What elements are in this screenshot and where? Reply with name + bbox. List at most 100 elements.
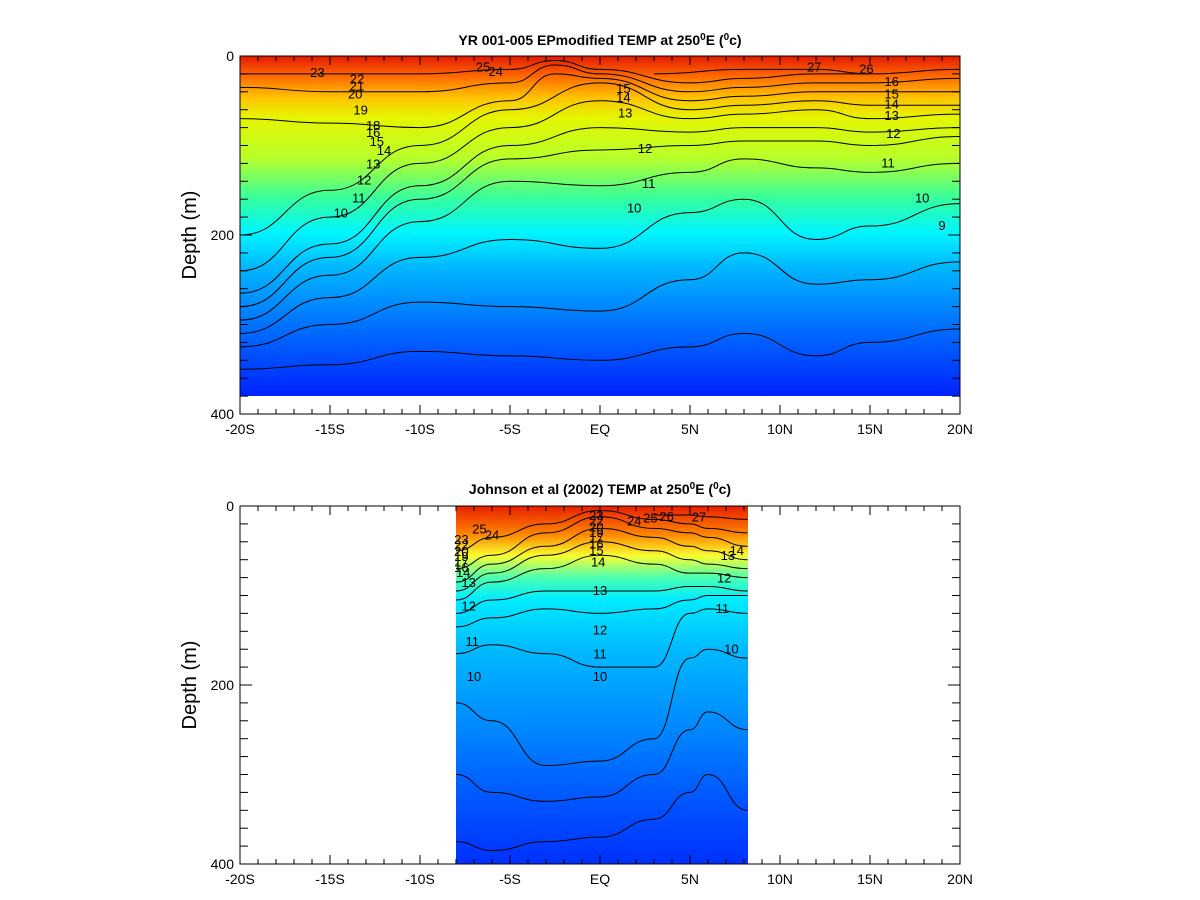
tick-group: -20S -15S -10S -5S EQ 5N 10N 15N 20N 0 200 400	[211, 498, 973, 887]
contour-label: 12	[886, 126, 900, 141]
contour-label: 11	[881, 156, 895, 171]
x-tick-label: -10S	[405, 871, 435, 887]
contour-label: 24	[627, 513, 641, 528]
contour-label: 12	[461, 598, 475, 613]
contour-label: 23	[454, 532, 468, 547]
contour-label: 25	[643, 511, 657, 526]
isotherm-11	[239, 252, 961, 348]
contour-label: 13	[884, 108, 898, 123]
contour-label: 11	[465, 634, 479, 649]
contour-label: 11	[352, 190, 366, 205]
x-tick-label: 10N	[767, 871, 793, 887]
contour-label: 21	[350, 79, 364, 94]
contour-label: 19	[454, 549, 468, 564]
x-tick-label: -15S	[315, 871, 345, 887]
contour-label: 27	[807, 60, 821, 75]
isotherm-23	[455, 516, 748, 570]
y-tick-label: 0	[226, 498, 234, 514]
title-part: Johnson et al (2002) TEMP at 250	[469, 481, 690, 497]
title-part: YR 001-005 EPmodified TEMP at 250	[458, 32, 700, 48]
contour-label: 13	[593, 583, 607, 598]
isotherm-15	[455, 586, 748, 614]
isotherm-14	[455, 594, 748, 628]
isotherm-17	[455, 554, 748, 601]
y-tick-label: 200	[211, 677, 235, 693]
isotherm-23	[239, 64, 961, 93]
contour-label: 9	[938, 218, 945, 233]
contour-label: 19	[589, 525, 603, 540]
y-axis-label: Depth (m)	[179, 641, 201, 730]
x-tick-label: 10N	[767, 421, 793, 437]
chart-title-observations: Johnson et al (2002) TEMP at 2500E (0c)	[469, 481, 731, 498]
y-tick-label: 0	[226, 48, 234, 64]
contour-label: 10	[593, 669, 607, 684]
data-field	[456, 506, 748, 864]
contour-label: 16	[366, 125, 380, 140]
x-tick-label: -15S	[315, 421, 345, 437]
isotherm-12	[455, 648, 748, 767]
contour-label: 13	[721, 548, 735, 563]
contour-label: 15	[616, 81, 630, 96]
contour-label: 14	[591, 554, 605, 569]
contour-label: 14	[730, 543, 744, 558]
contour-label: 13	[366, 156, 380, 171]
contour-label: 12	[717, 571, 731, 586]
title-part: c)	[729, 32, 741, 48]
contour-label: 20	[589, 520, 603, 535]
contour-label: 14	[884, 96, 898, 111]
isotherm-11	[455, 711, 748, 802]
x-tick-label: 15N	[857, 871, 883, 887]
title-superscript: 0	[713, 481, 719, 492]
contour-label: 10	[467, 669, 481, 684]
x-tick-label: 20N	[947, 871, 973, 887]
contour-label: 20	[454, 544, 468, 559]
isotherm-13	[239, 158, 961, 321]
isotherm-14	[239, 136, 961, 308]
contour-label: 20	[348, 87, 362, 102]
contour-label: 11	[716, 601, 730, 616]
contour-label: 24	[488, 64, 502, 79]
y-tick-label: 200	[211, 227, 235, 243]
isotherm-10	[239, 328, 961, 370]
contour-label: 26	[659, 509, 673, 524]
y-tick-label: 400	[211, 406, 235, 422]
contour-label: 13	[461, 575, 475, 590]
contour-label: 17	[454, 554, 468, 569]
contour-label: 13	[618, 105, 632, 120]
title-superscript: 0	[700, 32, 706, 43]
x-tick-label: -5S	[499, 421, 521, 437]
contour-label: 22	[454, 537, 468, 552]
isotherm-21	[239, 73, 960, 129]
contour-label: 14	[377, 143, 391, 158]
title-part: E (	[695, 481, 713, 497]
x-tick-label: -20S	[225, 871, 255, 887]
x-tick-label: EQ	[590, 871, 610, 887]
y-tick-label: 400	[211, 856, 235, 872]
title-part: c)	[719, 481, 731, 497]
title-part: E (	[706, 32, 724, 48]
y-axis-label: Depth (m)	[179, 191, 201, 280]
contour-label: 15	[370, 134, 384, 149]
title-superscript: 0	[724, 32, 730, 43]
contour-label: 10	[334, 206, 348, 221]
contour-label: 16	[454, 560, 468, 575]
contour-label: 11	[642, 176, 656, 191]
contour-label: 15	[884, 87, 898, 102]
contour-label: 12	[638, 141, 652, 156]
title-superscript: 0	[690, 481, 696, 492]
isotherm-group	[455, 509, 748, 852]
isotherm-10	[455, 773, 748, 852]
contour-label: 27	[692, 510, 706, 525]
contour-label: 18	[366, 118, 380, 133]
contour-label: 24	[485, 528, 499, 543]
isotherm-19	[455, 541, 748, 592]
contour-label: 10	[724, 641, 738, 656]
contour-label: 12	[593, 623, 607, 638]
contour-label-group: 2524232220191716141312111023222019171615…	[454, 508, 744, 684]
chart-panel-observations: Johnson et al (2002) TEMP at 2500E (0c) …	[179, 481, 973, 888]
isotherm-19	[239, 82, 960, 236]
contour-label: 14	[616, 90, 630, 105]
isotherm-27	[653, 68, 871, 75]
contour-label: 25	[476, 60, 490, 75]
